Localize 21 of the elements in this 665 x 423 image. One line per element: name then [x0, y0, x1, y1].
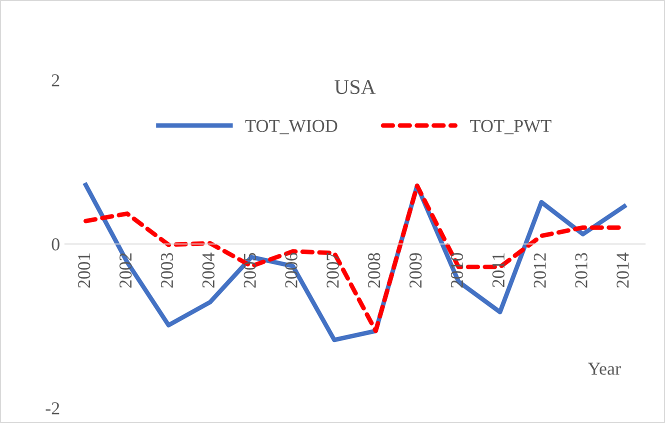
x-tick-label: 2010 — [450, 253, 464, 288]
x-axis-title: Year — [588, 362, 621, 375]
x-tick-label: 2006 — [285, 252, 298, 288]
y-tick-label: -2 — [46, 402, 60, 414]
x-tick-label: 2009 — [409, 253, 422, 288]
legend-label: TOT_PWT — [470, 120, 552, 134]
x-tick-label: 2007 — [326, 252, 339, 288]
x-tick-label: 2013 — [575, 253, 588, 288]
x-tick-label: 2003 — [160, 253, 174, 288]
x-tick-label: 2014 — [616, 252, 629, 288]
chart-title: USA — [334, 80, 376, 94]
legend-label: TOT_WIOD — [245, 120, 338, 134]
x-tick-label: 2012 — [534, 253, 546, 288]
x-tick-label: 2002 — [119, 253, 132, 288]
x-tick-label: 2004 — [202, 252, 215, 288]
x-tick-label: 2001 — [78, 253, 90, 288]
y-tick-label: 0 — [52, 238, 60, 250]
x-tick-label: 2011 — [492, 253, 505, 287]
y-tick-label: 2 — [52, 74, 60, 86]
x-tick-label: 2005 — [244, 253, 256, 288]
x-tick-label: 2008 — [368, 253, 380, 288]
